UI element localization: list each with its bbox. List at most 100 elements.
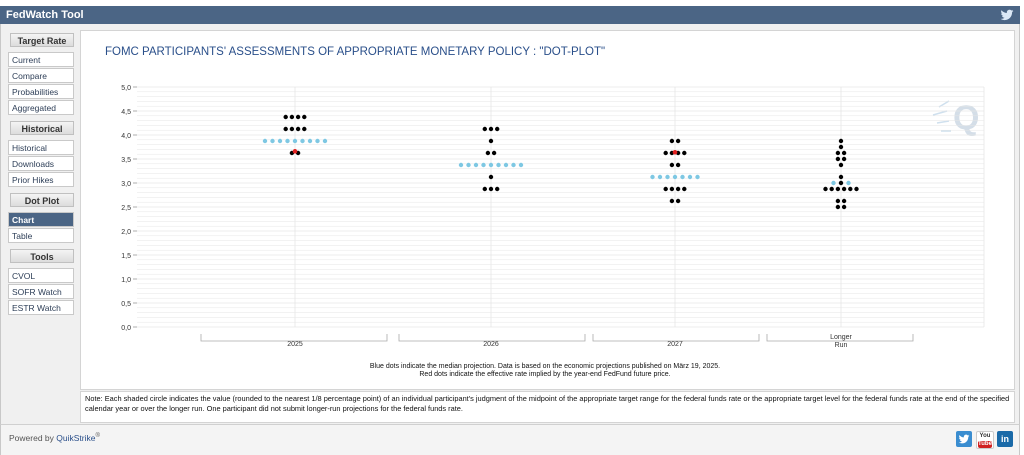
participant-dot: [835, 150, 841, 156]
median-dot: [695, 174, 700, 180]
registered-mark: ®: [95, 433, 100, 440]
y-tick-label: 5,0: [121, 85, 131, 92]
sidebar-item-downloads[interactable]: Downloads: [8, 156, 74, 171]
participant-dot: [835, 156, 841, 162]
median-dot: [672, 174, 678, 180]
participant-dot: [495, 186, 500, 192]
chart-panel: FOMC PARTICIPANTS' ASSESSMENTS OF APPROP…: [80, 30, 1015, 390]
twitter-icon[interactable]: [1000, 8, 1014, 22]
footer: Powered by QuikStrike® You Tube in: [0, 424, 1020, 455]
participant-dot: [838, 174, 844, 180]
median-dot: [687, 174, 693, 180]
participant-dot: [854, 186, 859, 192]
participant-dot: [841, 186, 847, 192]
linkedin-icon[interactable]: in: [997, 431, 1013, 447]
x-category-label: Longer: [830, 334, 852, 341]
sidebar-item-estr-watch[interactable]: ESTR Watch: [8, 300, 74, 315]
median-dot: [657, 174, 663, 180]
participant-dot: [283, 126, 288, 132]
sidebar-item-cvol[interactable]: CVOL: [8, 268, 74, 283]
median-dot: [496, 162, 501, 168]
chart-title: FOMC PARTICIPANTS' ASSESSMENTS OF APPROP…: [105, 46, 605, 58]
median-dot: [473, 162, 479, 168]
top-strip: [0, 0, 1024, 6]
sidebar-heading-tools: Tools: [10, 249, 74, 263]
sidebar-item-sofr-watch[interactable]: SOFR Watch: [8, 284, 74, 299]
app-header: FedWatch Tool: [0, 6, 1020, 24]
median-dot: [285, 138, 290, 144]
participant-dot: [841, 198, 847, 204]
median-dot: [458, 162, 464, 168]
y-tick-label: 1,0: [121, 277, 131, 284]
participant-dot: [495, 126, 500, 132]
participant-dot: [663, 186, 668, 192]
median-dot: [270, 138, 275, 144]
youtube-top-text: You: [979, 433, 991, 439]
participant-dot: [669, 186, 675, 192]
youtube-icon[interactable]: You Tube: [976, 431, 994, 449]
participant-dot: [482, 126, 487, 132]
sidebar-item-current[interactable]: Current: [8, 52, 74, 67]
participant-dot: [682, 186, 687, 192]
participant-dot: [283, 114, 288, 120]
sidebar-item-prior-hikes[interactable]: Prior Hikes: [8, 172, 74, 187]
participant-dot: [302, 114, 307, 120]
median-dot: [846, 180, 851, 186]
participant-dot: [838, 138, 844, 144]
sidebar-heading-dot-plot: Dot Plot: [10, 193, 74, 207]
participant-dot: [835, 186, 841, 192]
y-tick-label: 2,5: [121, 205, 131, 212]
x-category-label: 2026: [483, 341, 499, 348]
median-dot: [488, 162, 494, 168]
sidebar-heading-historical: Historical: [10, 121, 74, 135]
y-tick-label: 2,0: [121, 229, 131, 236]
sidebar-item-probabilities[interactable]: Probabilities: [8, 84, 74, 99]
y-tick-label: 3,5: [121, 157, 131, 164]
powered-brand-link[interactable]: QuikStrike: [56, 433, 96, 443]
note-text: Note: Each shaded circle indicates the v…: [85, 394, 1010, 413]
participant-dot: [841, 204, 847, 210]
median-dot: [292, 138, 298, 144]
sidebar-heading-target-rate: Target Rate: [10, 33, 74, 47]
watermark-stroke: [932, 110, 948, 116]
participant-dot: [838, 180, 844, 186]
median-dot: [300, 138, 305, 144]
note-box: Note: Each shaded circle indicates the v…: [80, 391, 1015, 423]
sidebar-item-chart[interactable]: Chart: [8, 212, 74, 227]
y-tick-label: 0,0: [121, 325, 131, 332]
y-tick-label: 0,5: [121, 301, 131, 308]
watermark-stroke: [936, 120, 950, 124]
category-bracket: [398, 334, 586, 342]
y-tick-label: 1,5: [121, 253, 131, 260]
sidebar-item-aggregated[interactable]: Aggregated: [8, 100, 74, 115]
quikstrike-watermark-q: Q: [953, 99, 979, 137]
median-dot: [322, 138, 328, 144]
participant-dot: [675, 186, 681, 192]
sidebar-item-table[interactable]: Table: [8, 228, 74, 243]
participant-dot: [675, 198, 681, 204]
median-dot: [518, 162, 524, 168]
median-dot: [277, 138, 283, 144]
participant-dot: [289, 126, 295, 132]
participant-dot: [295, 126, 301, 132]
y-tick-label: 4,5: [121, 109, 131, 116]
sidebar-item-compare[interactable]: Compare: [8, 68, 74, 83]
sidebar-item-historical[interactable]: Historical: [8, 140, 74, 155]
sidebar-nav: Target Rate Current Compare Probabilities Ag…: [8, 33, 76, 315]
y-tick-label: 4,0: [121, 133, 131, 140]
participant-dot: [482, 186, 487, 192]
median-dot: [315, 138, 320, 144]
twitter-icon[interactable]: [956, 431, 972, 447]
participant-dot: [488, 126, 494, 132]
participant-dot: [488, 186, 494, 192]
participant-dot: [835, 198, 841, 204]
chart-footnote-line: Blue dots indicate the median projection…: [370, 363, 720, 370]
participant-dot: [841, 150, 847, 156]
participant-dot: [289, 114, 295, 120]
participant-dot: [669, 162, 675, 168]
category-bracket: [766, 334, 914, 342]
participant-dot: [829, 186, 834, 192]
median-dot: [503, 162, 509, 168]
category-bracket: [200, 334, 388, 342]
participant-dot: [485, 150, 491, 156]
